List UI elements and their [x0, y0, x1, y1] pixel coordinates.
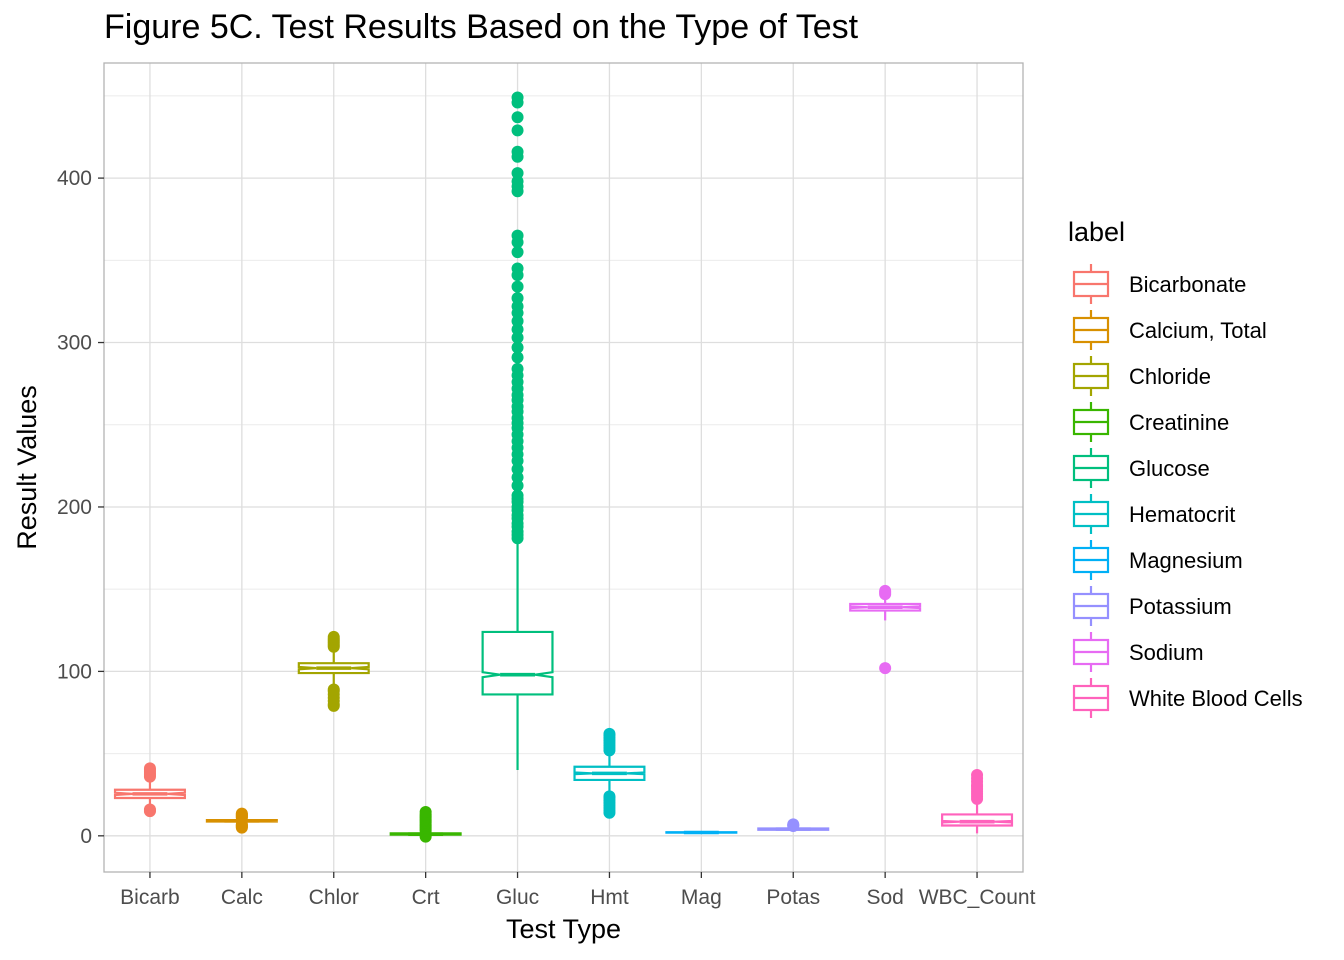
- outlier-point: [143, 762, 156, 775]
- y-tick-label: 100: [57, 660, 92, 683]
- outlier-point: [511, 351, 524, 364]
- outlier-point: [879, 584, 892, 597]
- x-tick-label: Crt: [412, 886, 440, 909]
- box-mag: [665, 830, 738, 835]
- outlier-point: [511, 323, 524, 336]
- outlier-point: [511, 124, 524, 137]
- outlier-point: [511, 111, 524, 124]
- legend-label: Chloride: [1129, 364, 1211, 389]
- outlier-point: [511, 167, 524, 180]
- x-tick-label: Sod: [866, 886, 903, 909]
- outlier-point: [511, 145, 524, 158]
- panel-border: [103, 62, 1024, 873]
- outlier-point: [511, 471, 524, 484]
- legend-label: Hematocrit: [1129, 502, 1235, 527]
- outlier-point: [971, 768, 984, 781]
- x-tick-label: Mag: [681, 886, 722, 909]
- x-tick-label: Hmt: [590, 886, 629, 909]
- outlier-point: [511, 280, 524, 293]
- outlier-point: [327, 630, 340, 643]
- box-bicarb: [113, 762, 186, 818]
- outlier-point: [511, 362, 524, 375]
- legend-title: label: [1068, 217, 1125, 247]
- legend-label: Glucose: [1129, 456, 1210, 481]
- legend-item: Sodium: [1072, 632, 1204, 672]
- outlier-point: [511, 91, 524, 104]
- legend-label: Calcium, Total: [1129, 318, 1267, 343]
- legend-label: Potassium: [1129, 594, 1232, 619]
- plot-panel: [104, 63, 1023, 872]
- box-body: [481, 630, 554, 696]
- legend-item: White Blood Cells: [1072, 678, 1303, 718]
- x-tick-label: Chlor: [309, 886, 359, 909]
- legend-item: Hematocrit: [1072, 494, 1235, 534]
- outlier-point: [511, 489, 524, 502]
- legend-label: Sodium: [1129, 640, 1204, 665]
- x-tick-label: WBC_Count: [919, 886, 1036, 909]
- outlier-point: [787, 818, 800, 831]
- box-potas: [757, 818, 830, 832]
- legend-item: Potassium: [1072, 586, 1232, 626]
- box-calc: [205, 807, 278, 834]
- x-tick-label: Bicarb: [120, 886, 180, 909]
- box-chlor: [297, 630, 370, 712]
- y-tick-label: 0: [80, 825, 92, 848]
- x-tick-label: Potas: [766, 886, 820, 909]
- outlier-point: [511, 315, 524, 328]
- legend-label: Creatinine: [1129, 410, 1229, 435]
- legend-item: Creatinine: [1072, 402, 1229, 442]
- legend-item: Magnesium: [1072, 540, 1243, 580]
- outlier-point: [511, 463, 524, 476]
- outlier-point: [511, 229, 524, 242]
- outlier-point: [511, 341, 524, 354]
- outlier-point: [603, 727, 616, 740]
- box-sod: [849, 584, 922, 675]
- outlier-point: [511, 292, 524, 305]
- legend-label: White Blood Cells: [1129, 686, 1303, 711]
- y-tick-label: 300: [57, 332, 92, 355]
- legend-item: Bicarbonate: [1072, 264, 1246, 304]
- legend-label: Magnesium: [1129, 548, 1243, 573]
- y-tick-label: 200: [57, 496, 92, 519]
- box-hmt: [573, 727, 646, 819]
- outlier-point: [879, 662, 892, 675]
- outlier-point: [511, 175, 524, 188]
- outlier-point: [327, 683, 340, 696]
- box-crt: [389, 805, 462, 843]
- x-tick-label: Calc: [221, 886, 263, 909]
- legend-item: Glucose: [1072, 448, 1210, 488]
- legend-label: Bicarbonate: [1129, 272, 1246, 297]
- legend-item: Chloride: [1072, 356, 1211, 396]
- outlier-point: [419, 805, 432, 818]
- legend-item: Calcium, Total: [1072, 310, 1267, 350]
- box-wbc-count: [941, 768, 1014, 834]
- outlier-point: [235, 807, 248, 820]
- outlier-point: [511, 300, 524, 313]
- box-gluc: [481, 91, 554, 771]
- x-axis-title: Test Type: [506, 914, 621, 944]
- y-axis-title: Result Values: [12, 385, 42, 550]
- outlier-point: [511, 331, 524, 344]
- outlier-point: [143, 803, 156, 816]
- y-tick-label: 400: [57, 167, 92, 190]
- outlier-point: [511, 246, 524, 259]
- x-tick-label: Gluc: [496, 886, 539, 909]
- outlier-point: [603, 790, 616, 803]
- chart-title: Figure 5C. Test Results Based on the Typ…: [104, 8, 859, 46]
- outlier-point: [511, 262, 524, 275]
- outlier-point: [511, 479, 524, 492]
